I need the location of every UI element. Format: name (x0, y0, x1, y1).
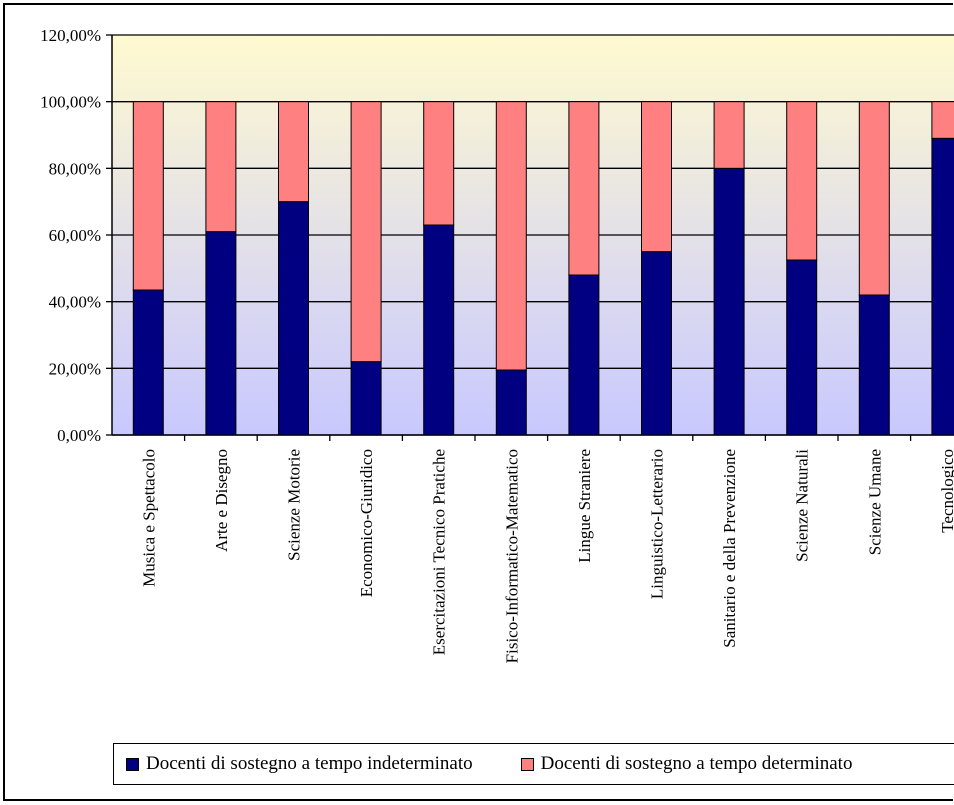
x-category-label: Tecnologico (938, 449, 954, 533)
x-category-label: Arte e Disegno (212, 449, 231, 552)
x-category-label: Economico-Giuridico (357, 449, 376, 597)
legend-item-determinato: Docenti di sostegno a tempo determinato (520, 753, 853, 775)
chart-frame: 0,00% 20,00% 40,00% 60,00% 80,00% 100,00% 120,… (3, 3, 954, 801)
x-category-label: Lingue Straniere (575, 449, 594, 563)
legend-item-indeterminato: Docenti di sostegno a tempo indeterminat… (126, 753, 473, 775)
x-category-label: Scienze Umane (865, 449, 884, 555)
y-tick-label: 60,00% (49, 226, 101, 245)
legend-swatch-determinato (520, 757, 534, 771)
bar-determinato (786, 101, 818, 261)
bar-determinato (205, 101, 237, 233)
y-tick-label: 100,00% (40, 93, 101, 112)
legend-swatch-indeterminato (126, 757, 139, 771)
bar-indeterminato (786, 259, 818, 436)
legend-label-indeterminato: Docenti di sostegno a tempo indeterminat… (146, 753, 473, 774)
bar-chart: 0,00% 20,00% 40,00% 60,00% 80,00% 100,00% 120,… (40, 26, 954, 663)
x-category-label: Scienze Naturali (793, 449, 812, 562)
x-category-label: Sanitario e della Prevenzione (720, 449, 739, 648)
bar-indeterminato (495, 369, 527, 436)
bar-determinato (423, 101, 455, 226)
y-tick-label: 20,00% (49, 359, 101, 378)
bar-determinato (495, 101, 527, 371)
bar-determinato (713, 101, 745, 169)
bar-indeterminato (132, 289, 164, 436)
x-category-label: Musica e Spettacolo (139, 449, 158, 587)
bar-determinato (858, 101, 890, 296)
legend-label-determinato: Docenti di sostegno a tempo determinato (540, 753, 853, 774)
bar-indeterminato (931, 137, 954, 436)
bar-determinato (278, 101, 309, 203)
bar-indeterminato (568, 274, 600, 436)
bar-determinato (931, 101, 954, 139)
bar-determinato (568, 101, 600, 276)
bar-indeterminato (641, 251, 672, 436)
bar-indeterminato (423, 224, 455, 436)
bar-indeterminato (205, 231, 237, 436)
y-tick-label: 80,00% (49, 159, 101, 178)
bar-determinato (641, 101, 672, 253)
bar-indeterminato (350, 361, 382, 436)
y-tick-label: 120,00% (40, 26, 101, 45)
bar-indeterminato (278, 201, 309, 436)
x-category-label: Fisico-Informatico-Matematico (502, 449, 521, 663)
bar-determinato (350, 101, 382, 363)
x-category-label: Scienze Motorie (285, 449, 304, 561)
bar-indeterminato (858, 294, 890, 436)
x-category-label: Linguistico-Letterario (648, 449, 667, 599)
bar-indeterminato (713, 167, 745, 436)
y-tick-label: 40,00% (49, 293, 101, 312)
bar-determinato (132, 101, 164, 291)
x-category-label: Esercitazioni Tecnico Pratiche (430, 449, 449, 655)
y-tick-label: 0,00% (57, 426, 101, 445)
legend: Docenti di sostegno a tempo indeterminat… (113, 743, 954, 785)
